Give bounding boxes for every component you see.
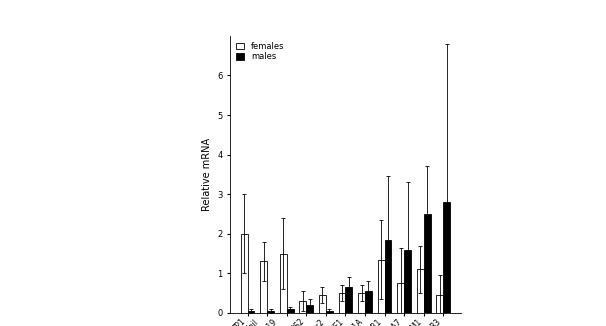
Bar: [306, 305, 313, 313]
Bar: [385, 240, 391, 313]
Bar: [299, 301, 306, 313]
Bar: [365, 291, 372, 313]
Bar: [339, 293, 345, 313]
Bar: [267, 311, 274, 313]
Bar: [443, 202, 450, 313]
Legend: females, males: females, males: [235, 40, 286, 63]
Bar: [319, 295, 326, 313]
Bar: [358, 293, 365, 313]
Bar: [436, 295, 443, 313]
Bar: [280, 254, 287, 313]
Bar: [345, 287, 352, 313]
Bar: [326, 311, 333, 313]
Bar: [378, 259, 385, 313]
Y-axis label: Relative mRNA: Relative mRNA: [202, 138, 211, 211]
Bar: [404, 250, 411, 313]
Bar: [398, 283, 404, 313]
Bar: [248, 311, 255, 313]
Bar: [261, 261, 267, 313]
Bar: [287, 309, 293, 313]
Bar: [424, 214, 430, 313]
Bar: [417, 269, 424, 313]
Bar: [241, 234, 248, 313]
